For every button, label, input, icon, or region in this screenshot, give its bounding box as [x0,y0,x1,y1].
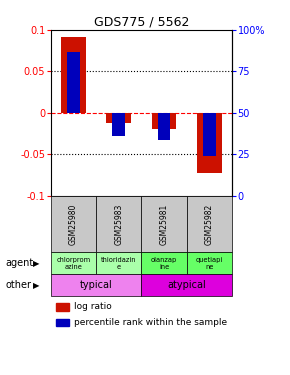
Title: GDS775 / 5562: GDS775 / 5562 [94,16,189,29]
Text: log ratio: log ratio [74,302,112,311]
Text: ▶: ▶ [33,259,40,268]
Bar [113,113,125,136]
Text: quetiapi
ne: quetiapi ne [196,257,223,270]
Bar [142,274,232,296]
Bar [51,195,96,252]
Bar [67,51,80,113]
Bar [56,303,69,310]
Bar [158,113,171,140]
Bar [197,113,222,173]
Bar [51,252,96,274]
Bar [152,113,177,129]
Bar [61,37,86,113]
Text: chlorprom
azine: chlorprom azine [56,257,90,270]
Text: percentile rank within the sample: percentile rank within the sample [74,318,227,327]
Bar [106,113,131,123]
Bar [187,195,232,252]
Bar [56,319,69,326]
Text: typical: typical [80,280,113,290]
Bar [203,113,216,156]
Bar [51,274,142,296]
Bar [96,252,142,274]
Text: agent: agent [6,258,34,268]
Text: GSM25980: GSM25980 [69,203,78,244]
Bar [142,252,187,274]
Text: olanzap
ine: olanzap ine [151,257,177,270]
Text: GSM25981: GSM25981 [160,203,168,244]
Text: GSM25983: GSM25983 [114,203,123,244]
Text: GSM25982: GSM25982 [205,203,214,244]
Text: thioridazin
e: thioridazin e [101,257,137,270]
Bar [142,195,187,252]
Bar [96,195,142,252]
Bar [187,252,232,274]
Text: ▶: ▶ [33,281,40,290]
Text: atypical: atypical [167,280,206,290]
Text: other: other [6,280,32,290]
